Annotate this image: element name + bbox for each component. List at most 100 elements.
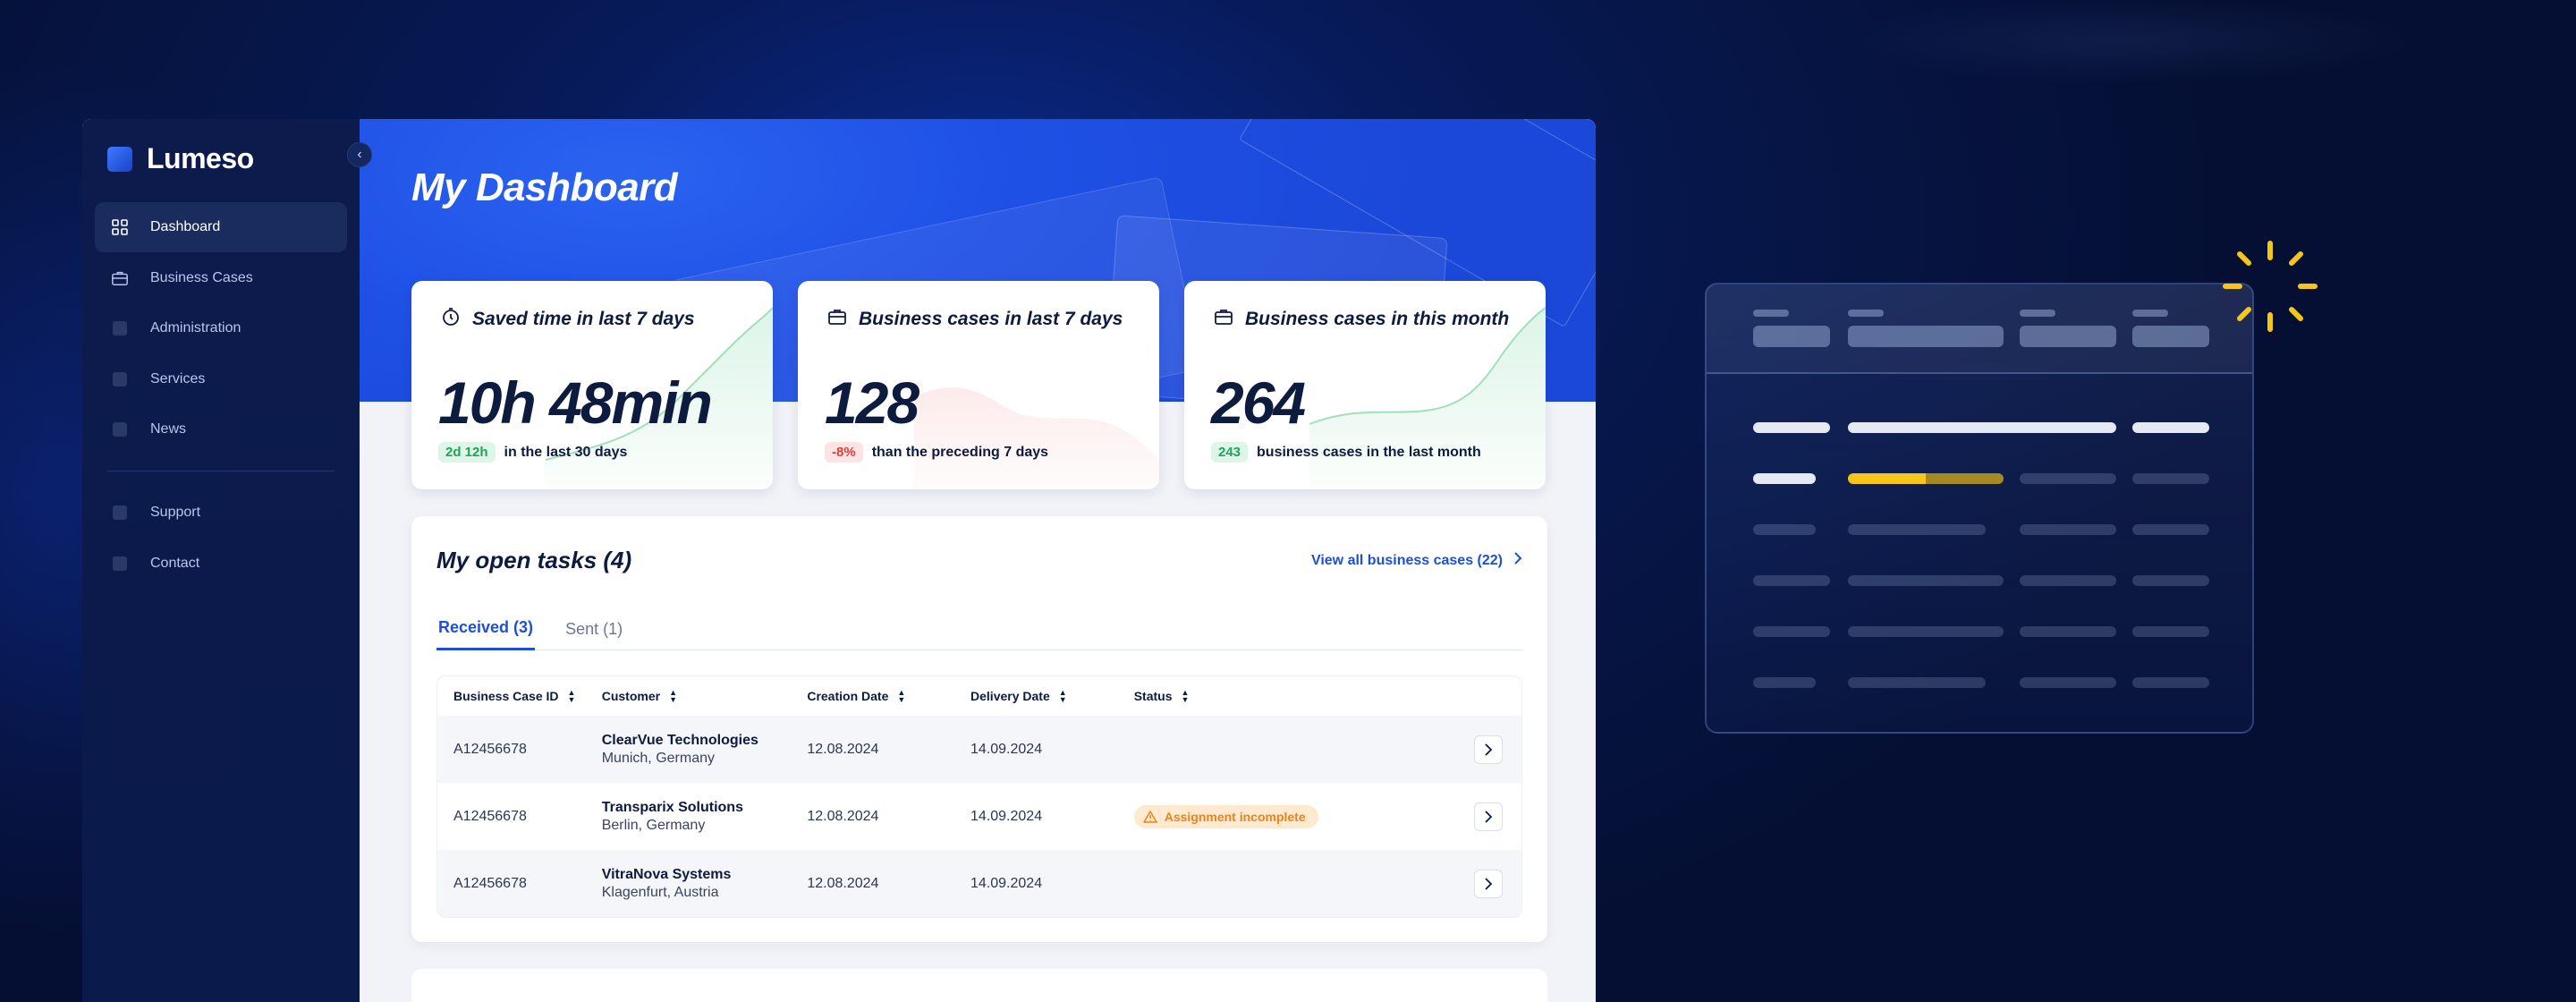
cell-creation-date: 12.08.2024 [807, 741, 879, 757]
sidebar-item-services[interactable]: Services [95, 354, 347, 404]
table-header: Business Case ID ▲ ▼ Customer ▲ ▼ Creation… [437, 676, 1521, 716]
sidebar-item-label: Administration [150, 320, 242, 335]
column-header-id[interactable]: Business Case ID ▲ ▼ [453, 688, 576, 704]
sidebar-item-dashboard[interactable]: Dashboard [95, 202, 347, 252]
column-header-creation-date[interactable]: Creation Date ▲ ▼ [807, 688, 906, 704]
table-row[interactable]: A12456678 Transparix Solutions Berlin, G… [437, 783, 1521, 850]
sort-icon: ▲ ▼ [897, 688, 906, 704]
next-panel [411, 969, 1547, 1002]
page-title: My Dashboard [411, 166, 678, 209]
highlight-progress-bar [1848, 473, 2004, 484]
stat-card-saved-time[interactable]: Saved time in last 7 days 10h 48min 2d 1… [411, 281, 773, 489]
sidebar-item-label: Services [150, 370, 206, 386]
sort-icon: ▲ ▼ [1058, 688, 1067, 704]
stat-footer: 243 business cases in the last month [1211, 442, 1481, 463]
chevron-right-icon [1513, 551, 1522, 570]
status-badge: Assignment incomplete [1133, 804, 1318, 828]
sidebar-item-contact[interactable]: Contact [95, 539, 347, 589]
admin-icon [111, 319, 129, 337]
stat-value: 128 [825, 369, 919, 436]
customer-name: VitraNova Systems [601, 866, 732, 882]
sidebar-collapse-button[interactable]: ‹ [347, 142, 372, 167]
sparkle-icon [2223, 241, 2318, 332]
table-row[interactable]: A12456678 ClearVue Technologies Munich, … [437, 716, 1521, 783]
stat-card-business-cases-month[interactable]: Business cases in this month 264 243 bus… [1184, 281, 1546, 489]
open-row-button[interactable] [1474, 802, 1504, 831]
tasks-tabs: Received (3) Sent (1) [436, 607, 1522, 650]
stat-title: Business cases in this month [1213, 306, 1509, 333]
tab-received[interactable]: Received (3) [436, 607, 536, 650]
stat-value: 10h 48min [438, 369, 713, 436]
logo-mark-icon [107, 146, 132, 172]
stat-title: Business cases in last 7 days [826, 306, 1123, 333]
cell-creation-date: 12.08.2024 [807, 808, 879, 824]
warning-icon [1142, 810, 1157, 823]
tab-sent[interactable]: Sent (1) [565, 619, 623, 638]
open-tasks-panel: My open tasks (4) View all business case… [411, 516, 1547, 942]
cell-action [1455, 735, 1521, 764]
customer-location: Munich, Germany [601, 750, 715, 766]
chevron-right-icon [1485, 743, 1493, 756]
grid-icon [111, 218, 129, 236]
trend-badge: 2d 12h [438, 442, 496, 463]
stat-caption: than the preceding 7 days [871, 444, 1049, 460]
cell-customer: VitraNova Systems Klagenfurt, Austria [602, 867, 808, 901]
background-glow-top [1682, 0, 2576, 179]
chevron-left-icon: ‹ [357, 147, 362, 162]
open-row-button[interactable] [1474, 869, 1504, 898]
cell-delivery-date: 14.09.2024 [970, 741, 1043, 757]
app-window: Lumeso Dashboard Business Cases Administ… [82, 119, 1596, 1002]
customer-location: Klagenfurt, Austria [601, 884, 719, 900]
stopwatch-icon [440, 306, 462, 333]
sidebar-item-label: News [150, 421, 187, 437]
news-icon [111, 420, 129, 438]
sparkline-chart [545, 307, 773, 489]
view-all-business-cases-link[interactable]: View all business cases (22) [1311, 551, 1522, 570]
cell-delivery-date: 14.09.2024 [970, 875, 1043, 891]
cell-business-case-id: A12456678 [453, 741, 527, 757]
cell-business-case-id: A12456678 [453, 875, 527, 891]
table-row[interactable]: A12456678 VitraNova Systems Klagenfurt, … [437, 850, 1521, 917]
cell-status: Assignment incomplete [1133, 804, 1455, 828]
column-header-customer[interactable]: Customer ▲ ▼ [601, 688, 677, 704]
briefcase-icon [1213, 306, 1234, 333]
contact-icon [111, 555, 129, 573]
open-row-button[interactable] [1474, 735, 1504, 764]
sparkline-chart [1309, 307, 1546, 489]
stat-value: 264 [1211, 369, 1306, 436]
stat-card-business-cases-week[interactable]: Business cases in last 7 days 128 -8% th… [798, 281, 1159, 489]
chevron-right-icon [1485, 877, 1493, 890]
tasks-title: My open tasks (4) [436, 547, 632, 573]
customer-name: Transparix Solutions [601, 799, 743, 815]
cell-customer: ClearVue Technologies Munich, Germany [602, 733, 808, 767]
sparkline-chart [914, 387, 1159, 489]
stat-footer: 2d 12h in the last 30 days [438, 442, 627, 463]
sidebar-item-support[interactable]: Support [95, 488, 347, 538]
sidebar-item-label: Support [150, 505, 201, 520]
customer-location: Berlin, Germany [601, 817, 706, 833]
sidebar-item-label: Contact [150, 555, 200, 571]
tasks-table: Business Case ID ▲ ▼ Customer ▲ ▼ Creation… [436, 675, 1522, 918]
brand-logo[interactable]: Lumeso [107, 142, 254, 175]
stat-title: Saved time in last 7 days [440, 306, 695, 333]
services-icon [111, 370, 129, 388]
sidebar-item-news[interactable]: News [95, 404, 347, 454]
briefcase-icon [826, 306, 848, 333]
sidebar-item-business-cases[interactable]: Business Cases [95, 253, 347, 303]
trend-badge: 243 [1211, 442, 1249, 463]
cell-customer: Transparix Solutions Berlin, Germany [602, 800, 808, 834]
stat-footer: -8% than the preceding 7 days [825, 442, 1048, 463]
cell-creation-date: 12.08.2024 [807, 875, 879, 891]
trend-badge: -8% [825, 442, 863, 463]
sidebar: Lumeso Dashboard Business Cases Administ… [82, 119, 360, 1002]
stat-caption: business cases in the last month [1257, 444, 1481, 460]
cell-action [1455, 869, 1521, 898]
column-header-status[interactable]: Status ▲ ▼ [1133, 688, 1190, 704]
support-icon [111, 504, 129, 522]
stat-caption: in the last 30 days [504, 444, 628, 460]
sidebar-item-label: Dashboard [150, 219, 221, 234]
table-illustration [1705, 283, 2254, 734]
sort-icon: ▲ ▼ [1181, 688, 1190, 704]
sidebar-item-administration[interactable]: Administration [95, 303, 347, 353]
column-header-delivery-date[interactable]: Delivery Date ▲ ▼ [970, 688, 1067, 704]
